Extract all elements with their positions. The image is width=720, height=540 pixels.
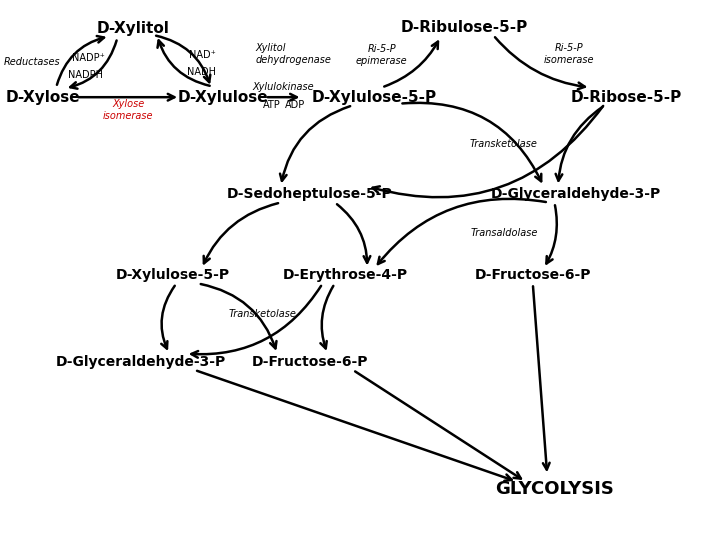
- Text: D-Glyceraldehyde-3-P: D-Glyceraldehyde-3-P: [491, 187, 661, 201]
- Text: GLYCOLYSIS: GLYCOLYSIS: [495, 480, 614, 498]
- Text: D-Xylitol: D-Xylitol: [96, 21, 170, 36]
- Text: D-Xylose: D-Xylose: [6, 90, 81, 105]
- Text: ATP: ATP: [264, 100, 281, 110]
- Text: Transketolase: Transketolase: [470, 139, 538, 149]
- Text: NADPH: NADPH: [68, 70, 104, 79]
- Text: D-Glyceraldehyde-3-P: D-Glyceraldehyde-3-P: [55, 355, 225, 369]
- Text: Xylitol
dehydrogenase: Xylitol dehydrogenase: [256, 43, 331, 65]
- Text: Reductases: Reductases: [4, 57, 60, 67]
- Text: D-Fructose-6-P: D-Fructose-6-P: [251, 355, 368, 369]
- Text: Transaldolase: Transaldolase: [470, 228, 538, 238]
- Text: NAD⁺: NAD⁺: [189, 50, 216, 60]
- Text: D-Xylulose: D-Xylulose: [178, 90, 269, 105]
- Text: D-Xylulose-5-P: D-Xylulose-5-P: [116, 268, 230, 282]
- Text: D-Sedoheptulose-5-P: D-Sedoheptulose-5-P: [227, 187, 392, 201]
- Text: Ri-5-P
epimerase: Ri-5-P epimerase: [356, 44, 408, 66]
- Text: Xylose
isomerase: Xylose isomerase: [103, 99, 153, 121]
- Text: D-Xylulose-5-P: D-Xylulose-5-P: [312, 90, 437, 105]
- Text: Ri-5-P
isomerase: Ri-5-P isomerase: [544, 43, 594, 65]
- Text: D-Ribulose-5-P: D-Ribulose-5-P: [401, 19, 528, 35]
- Text: Transketolase: Transketolase: [229, 309, 297, 319]
- Text: Xylulokinase: Xylulokinase: [253, 83, 315, 92]
- Text: D-Ribose-5-P: D-Ribose-5-P: [571, 90, 682, 105]
- Text: D-Fructose-6-P: D-Fructose-6-P: [474, 268, 591, 282]
- Text: ADP: ADP: [285, 100, 305, 110]
- Text: NADP⁺: NADP⁺: [72, 53, 105, 63]
- Text: D-Erythrose-4-P: D-Erythrose-4-P: [283, 268, 408, 282]
- Text: NADH: NADH: [187, 68, 216, 77]
